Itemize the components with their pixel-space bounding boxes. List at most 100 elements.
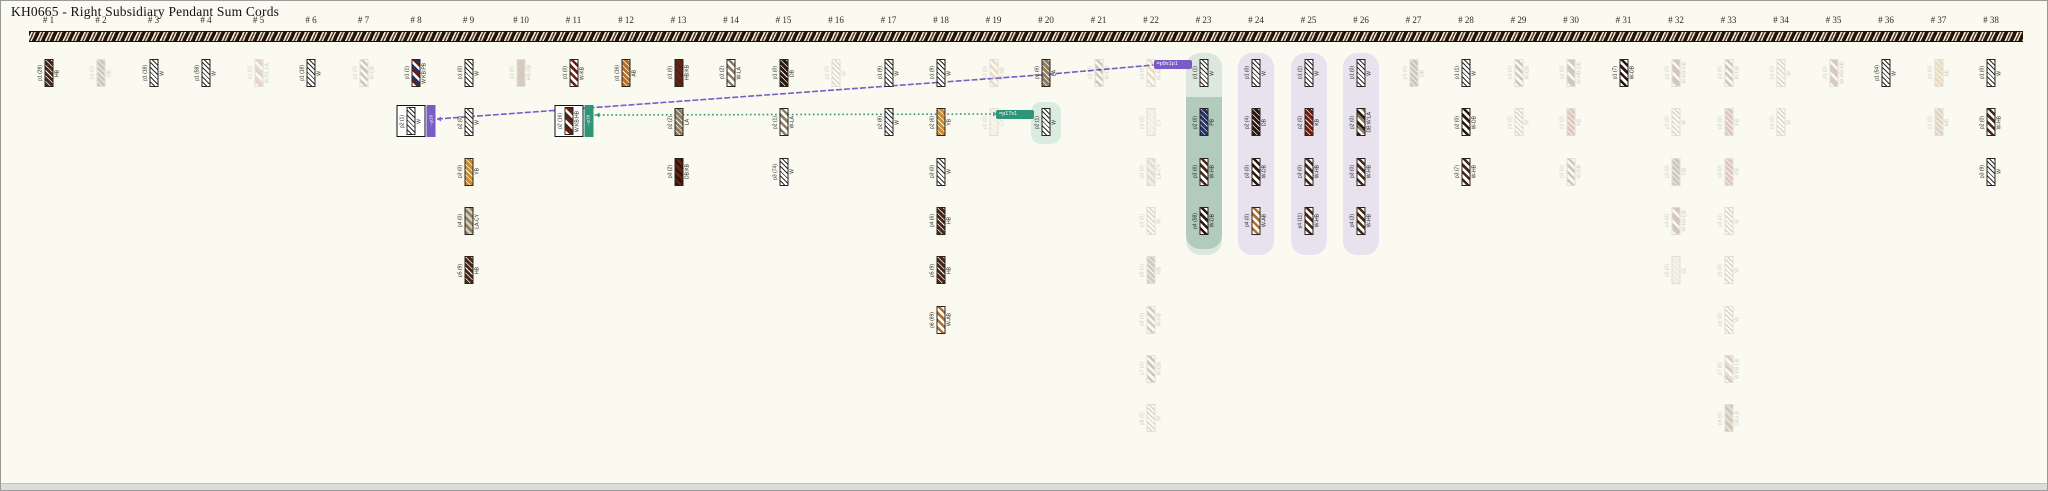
pendant-cord[interactable]: p3 (0) W-DB [1245, 157, 1268, 186]
pendant-cord[interactable]: p1 (0) W-DB [1507, 59, 1530, 87]
pendant-cord[interactable]: p6 (0) W [1717, 305, 1740, 334]
pendant-cord[interactable]: p2 (0) KB [1297, 108, 1320, 137]
pendant-bar[interactable] [516, 59, 526, 87]
pendant-bar[interactable] [1724, 157, 1733, 186]
pendant-cord[interactable]: p3 (0) LA-CY [1140, 157, 1163, 186]
pendant-cord[interactable]: p1 (0) W-AB [982, 59, 1005, 87]
pendant-bar[interactable] [936, 59, 946, 87]
pendant-bar[interactable] [1881, 59, 1891, 87]
pendant-cord[interactable]: p2 (0) DB:W:LA [1350, 108, 1373, 137]
pendant-cord[interactable]: p2 (0) W [1665, 108, 1688, 137]
pendant-bar[interactable] [621, 59, 631, 87]
sum-dest-badge-purple[interactable]: =p9s1p1 [1153, 60, 1192, 69]
sum-link-line[interactable] [436, 74, 1041, 120]
pendant-bar[interactable] [726, 59, 736, 87]
pendant-bar[interactable] [779, 108, 788, 137]
pendant-cord[interactable]: p1 (1) W:KB:PB [405, 59, 428, 87]
pendant-bar[interactable] [1146, 206, 1156, 235]
pendant-bar[interactable] [1304, 206, 1313, 235]
pendant-bar[interactable] [884, 108, 893, 137]
pendant-bar[interactable] [1199, 59, 1208, 87]
pendant-cord[interactable]: p2 (0) W [1770, 108, 1793, 137]
pendant-bar[interactable] [1356, 108, 1366, 137]
pendant-cord[interactable]: p3 (0) W-HB [1350, 157, 1373, 186]
pendant-bar[interactable] [1619, 59, 1628, 87]
pendant-cord[interactable]: p2 (6) PB [1192, 108, 1215, 137]
pendant-cord[interactable]: p1 (0) W-DB [1717, 59, 1740, 87]
pendant-bar[interactable] [1514, 108, 1523, 137]
pendant-cord[interactable]: p5 (0) W [1717, 256, 1740, 285]
pendant-bar[interactable] [1671, 59, 1681, 87]
pendant-cord[interactable]: p1 (18) W [142, 59, 165, 87]
pendant-cord[interactable]: p1 (0) DB [90, 59, 113, 87]
pendant-cord[interactable]: p2 (8) W [877, 108, 900, 137]
pendant-bar[interactable] [936, 157, 946, 186]
pendant-bar[interactable] [254, 59, 263, 87]
pendant-bar[interactable] [569, 59, 578, 87]
pendant-bar[interactable] [1251, 157, 1261, 186]
pendant-cord[interactable]: p2 (0) KB [1560, 108, 1583, 137]
pendant-bar[interactable] [1304, 108, 1313, 137]
pendant-cord[interactable]: p6 (0) W-HB [1140, 305, 1163, 334]
pendant-bar[interactable] [779, 59, 788, 87]
pendant-bar[interactable] [884, 59, 893, 87]
pendant-bar[interactable] [1461, 59, 1471, 87]
pendant-cord[interactable]: p8 (0) DB-LB [1717, 404, 1740, 433]
pendant-bar[interactable] [831, 59, 841, 87]
pendant-bar[interactable] [464, 206, 473, 235]
pendant-bar[interactable] [1041, 108, 1051, 137]
pendant-cord[interactable]: p4 (0) W-KB-DB [1665, 206, 1688, 235]
pendant-bar[interactable] [1566, 157, 1576, 186]
pendant-bar[interactable] [936, 108, 946, 137]
pendant-bar[interactable] [936, 256, 946, 285]
pendant-bar[interactable] [564, 107, 573, 136]
pendant-bar[interactable] [464, 59, 473, 87]
sum-source-badge[interactable]: →p18 [584, 105, 593, 138]
pendant-bar[interactable] [306, 59, 316, 87]
pendant-cord[interactable]: p1 (0) HB:KB [667, 59, 690, 87]
pendant-cord[interactable]: p1 (0) W-KB [562, 59, 585, 87]
pendant-cord[interactable]: p1 (6) LA [1035, 59, 1058, 87]
pendant-cord[interactable]: p1 (0) W-HB-DB [1560, 59, 1583, 87]
pendant-cord[interactable]: p3 (9) W [1980, 157, 2003, 186]
bottom-scrollbar[interactable] [1, 483, 2047, 490]
pendant-bar[interactable] [1566, 59, 1576, 87]
pendant-cord[interactable]: p1 (1) W [1455, 59, 1478, 87]
pendant-cord[interactable]: p6 (69) W-AB [930, 305, 953, 334]
pendant-bar[interactable] [1199, 108, 1208, 137]
pendant-cord[interactable]: p1 (0) DB [1402, 59, 1425, 87]
pendant-bar[interactable] [1146, 354, 1156, 383]
pendant-cord[interactable]: p4 (3) W-HB [1350, 206, 1373, 235]
pendant-bar[interactable] [411, 59, 421, 87]
pendant-bar[interactable] [464, 256, 473, 285]
pendant-bar[interactable] [1829, 59, 1838, 87]
sum-source-box[interactable]: p2 (16) W:KB:HB →p18 [554, 105, 593, 138]
pendant-cord[interactable]: p3 (0) W-DB [1560, 157, 1583, 186]
pendant-bar[interactable] [1986, 157, 1996, 186]
pendant-cord[interactable]: p3 (0) KB [1717, 157, 1740, 186]
pendant-bar[interactable] [674, 108, 683, 137]
pendant-cord[interactable]: p1 (16) AB [615, 59, 638, 87]
pendant-cord[interactable]: p1 (0) W [1350, 59, 1373, 87]
pendant-cord[interactable]: p2 (0) MB [1927, 108, 1950, 137]
pendant-cord[interactable]: p1 (0) W-RL:LA [247, 59, 270, 87]
pendant-bar[interactable] [1724, 354, 1733, 383]
pendant-cord[interactable]: p1 (28) HB [37, 59, 60, 87]
pendant-cord[interactable]: p5 (9) HB [457, 256, 480, 285]
pendant-cord[interactable]: p3 (0) DB [1665, 157, 1688, 186]
pendant-cord[interactable]: p2 (6) YB [930, 108, 953, 137]
pendant-cord[interactable]: p1 (2) W-LA [720, 59, 743, 87]
pendant-bar[interactable] [1146, 256, 1156, 285]
pendant-cord[interactable]: p1 (0) W-HB-KB [1822, 59, 1845, 87]
pendant-cord[interactable]: p1 (18) W [300, 59, 323, 87]
pendant-bar[interactable] [201, 59, 211, 87]
pendant-cord[interactable]: p4 (0) W-AB [1245, 206, 1268, 235]
sum-dest-badge-teal[interactable]: =p17s1 [996, 110, 1034, 119]
pendant-cord[interactable]: p4 (11) W-HB [1297, 206, 1320, 235]
pendant-bar[interactable] [1094, 59, 1103, 87]
pendant-bar[interactable] [1724, 206, 1733, 235]
pendant-bar[interactable] [1251, 108, 1261, 137]
pendant-cord[interactable]: p5 (9) HB [930, 256, 953, 285]
pendant-cord[interactable]: p4 (0) W [1140, 206, 1163, 235]
pendant-cord[interactable]: p4 (0) W [1717, 206, 1740, 235]
